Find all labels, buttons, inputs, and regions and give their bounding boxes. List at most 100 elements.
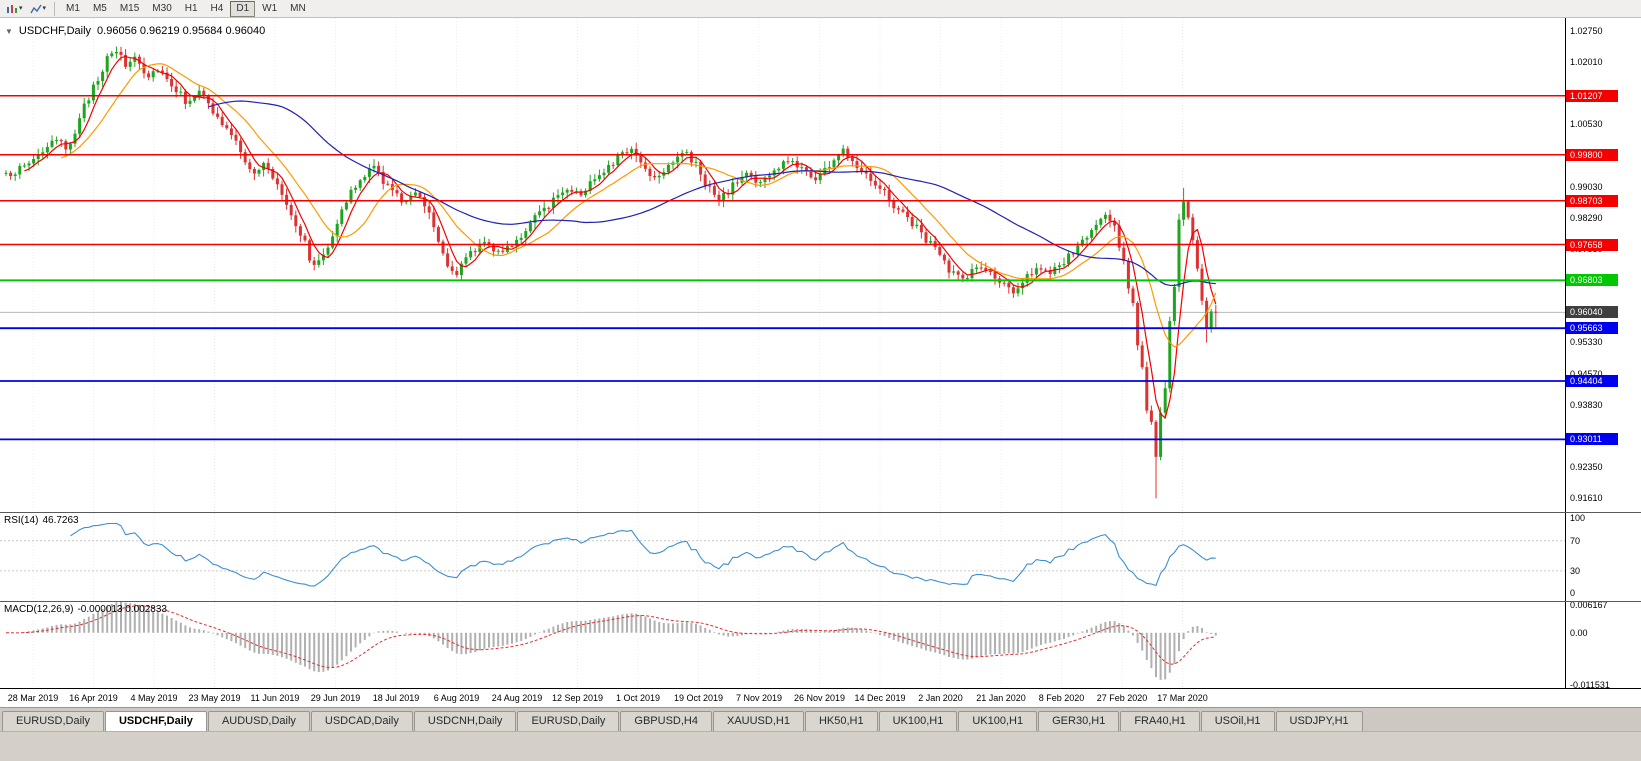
price-chart[interactable]: ▼ USDCHF,Daily 0.96056 0.96219 0.95684 0… <box>0 18 1565 512</box>
rsi-label: RSI(14) <box>4 515 39 526</box>
timeframe-button-m5[interactable]: M5 <box>92 2 107 14</box>
price-axis-tick: 1.02010 <box>1570 57 1603 67</box>
chart-tab[interactable]: USDCHF,Daily <box>104 711 207 731</box>
price-axis-tick: 0.91610 <box>1570 493 1603 503</box>
chart-tab[interactable]: USDCNH,Daily <box>413 711 517 731</box>
toolbar: ▾ ▾ M1 M5 M15 M30 H1 H4 D1 W1 MN <box>0 0 1641 18</box>
price-axis-tick: 0.99030 <box>1570 182 1603 192</box>
chart-area: ▼ USDCHF,Daily 0.96056 0.96219 0.95684 0… <box>0 18 1641 707</box>
date-axis-label: 26 Nov 2019 <box>793 693 846 703</box>
date-axis-label: 16 Apr 2019 <box>69 693 118 703</box>
macd-values: -0.000013 0.002833 <box>77 604 167 615</box>
price-axis-tick: 0.98290 <box>1570 213 1603 223</box>
price-axis-tick: 0.93830 <box>1570 400 1603 410</box>
line-chart-glyph <box>29 4 42 13</box>
price-level-label: 0.95663 <box>1566 322 1618 334</box>
price-axis-tick: 1.02750 <box>1570 26 1603 36</box>
rsi-axis-tick: 100 <box>1570 513 1586 523</box>
macd-axis-tick: -0.011531 <box>1570 680 1610 688</box>
chart-header: ▼ USDCHF,Daily 0.96056 0.96219 0.95684 0… <box>5 25 265 37</box>
chart-tab[interactable]: HK50,H1 <box>804 711 878 731</box>
status-bar <box>0 731 1641 761</box>
date-axis-label: 14 Dec 2019 <box>854 693 906 703</box>
chart-tab[interactable]: EURUSD,Daily <box>2 711 104 731</box>
price-level-label: 0.96803 <box>1566 274 1618 286</box>
rsi-axis-tick: 70 <box>1570 536 1581 546</box>
date-axis-label: 11 Jun 2019 <box>250 693 300 703</box>
macd-panel: MACD(12,26,9) -0.000013 0.002833 0.006167… <box>0 601 1641 688</box>
chart-tabs-bar: EURUSD,Daily USDCHF,Daily AUDUSD,Daily USDC… <box>0 707 1641 731</box>
toolbar-separator <box>54 1 56 16</box>
price-axis-tick: 0.95330 <box>1570 337 1603 347</box>
macd-header: MACD(12,26,9) -0.000013 0.002833 <box>4 604 171 615</box>
date-axis-label: 6 Aug 2019 <box>433 693 480 703</box>
date-axis-label: 8 Feb 2020 <box>1038 693 1085 703</box>
timeframe-button-m30[interactable]: M30 <box>152 2 172 14</box>
timeframe-toolbar: M1 M5 M15 M30 H1 H4 D1 W1 MN <box>60 0 312 17</box>
price-level-label: 0.98703 <box>1566 195 1618 207</box>
macd-chart[interactable]: MACD(12,26,9) -0.000013 0.002833 <box>0 602 1565 688</box>
candlestick-glyph <box>7 4 17 13</box>
rsi-chart[interactable]: RSI(14) 46.7263 <box>0 513 1565 601</box>
price-axis-tick: 0.92350 <box>1570 462 1603 472</box>
date-axis-label: 4 May 2019 <box>130 693 178 703</box>
date-axis-label: 29 Jun 2019 <box>310 693 361 703</box>
chart-tab[interactable]: USOil,H1 <box>1200 711 1275 731</box>
chart-tab[interactable]: XAUUSD,H1 <box>712 711 804 731</box>
timeframe-button-h4[interactable]: H4 <box>210 2 224 14</box>
rsi-header: RSI(14) 46.7263 <box>4 515 83 526</box>
chevron-down-icon: ▾ <box>42 5 47 12</box>
chart-symbol-label: USDCHF,Daily <box>18 25 92 37</box>
rsi-panel: RSI(14) 46.7263 100 70 30 0 <box>0 512 1641 601</box>
macd-axis-tick: 0.00 <box>1570 628 1588 638</box>
date-axis-label: 17 Mar 2020 <box>1157 693 1208 703</box>
price-axis[interactable]: 1.027501.020101.005300.990300.982900.975… <box>1565 18 1641 512</box>
timeframe-button-m1[interactable]: M1 <box>66 2 80 14</box>
date-axis-label: 21 Jan 2020 <box>976 693 1026 703</box>
macd-axis-tick: 0.006167 <box>1570 602 1608 610</box>
date-axis-label: 1 Oct 2019 <box>615 693 661 703</box>
chart-tab[interactable]: USDCAD,Daily <box>310 711 413 731</box>
new-chart-icon[interactable]: ▾ <box>3 1 26 17</box>
chart-tab[interactable]: AUDUSD,Daily <box>207 711 310 731</box>
price-level-label: 0.94404 <box>1566 375 1618 387</box>
rsi-axis[interactable]: 100 70 30 0 <box>1565 513 1641 601</box>
profiles-icon[interactable]: ▾ <box>27 1 50 17</box>
rsi-axis-tick: 0 <box>1570 588 1576 598</box>
chart-tab[interactable]: GBPUSD,H4 <box>620 711 712 731</box>
rsi-value: 46.7263 <box>42 515 79 526</box>
macd-label: MACD(12,26,9) <box>4 604 74 615</box>
date-axis-label: 12 Sep 2019 <box>551 693 604 703</box>
chart-tab[interactable]: FRA40,H1 <box>1120 711 1200 731</box>
chart-tab[interactable]: UK100,H1 <box>878 711 958 731</box>
price-axis-tick: 0.94570 <box>1570 369 1603 379</box>
chart-tab[interactable]: UK100,H1 <box>958 711 1038 731</box>
chevron-down-icon: ▾ <box>19 5 23 12</box>
date-axis[interactable]: 28 Mar 2019 16 Apr 2019 4 May 2019 23 May 2… <box>0 688 1641 707</box>
timeframe-button-w1[interactable]: W1 <box>262 2 278 14</box>
main-price-panel: ▼ USDCHF,Daily 0.96056 0.96219 0.95684 0… <box>0 18 1641 512</box>
timeframe-button-m15[interactable]: M15 <box>119 2 140 14</box>
date-axis-label: 19 Oct 2019 <box>673 693 724 703</box>
price-axis-tick: 1.00530 <box>1570 119 1603 129</box>
chart-tab[interactable]: GER30,H1 <box>1038 711 1120 731</box>
timeframe-button-mn[interactable]: MN <box>290 2 306 14</box>
date-axis-label: 27 Feb 2020 <box>1096 693 1148 703</box>
chart-tab[interactable]: USDJPY,H1 <box>1275 711 1363 731</box>
date-axis-label: 2 Jan 2020 <box>918 693 963 703</box>
date-axis-label: 23 May 2019 <box>188 693 241 703</box>
price-level-label: 0.99800 <box>1566 149 1618 161</box>
date-axis-label: 24 Aug 2019 <box>491 693 543 703</box>
one-click-trading-toggle[interactable]: ▼ <box>5 26 13 36</box>
price-level-label: 1.01207 <box>1566 90 1618 102</box>
macd-axis[interactable]: 0.006167 0.00 -0.011531 <box>1565 602 1641 688</box>
date-axis-label: 7 Nov 2019 <box>735 693 783 703</box>
timeframe-button-h1[interactable]: H1 <box>184 2 198 14</box>
date-axis-label: 18 Jul 2019 <box>372 693 420 703</box>
chart-tab[interactable]: EURUSD,Daily <box>517 711 620 731</box>
rsi-axis-tick: 30 <box>1570 566 1581 576</box>
price-level-label: 0.93011 <box>1566 433 1618 445</box>
timeframe-button-d1[interactable]: D1 <box>230 0 256 17</box>
price-level-label: 0.97658 <box>1566 239 1618 251</box>
